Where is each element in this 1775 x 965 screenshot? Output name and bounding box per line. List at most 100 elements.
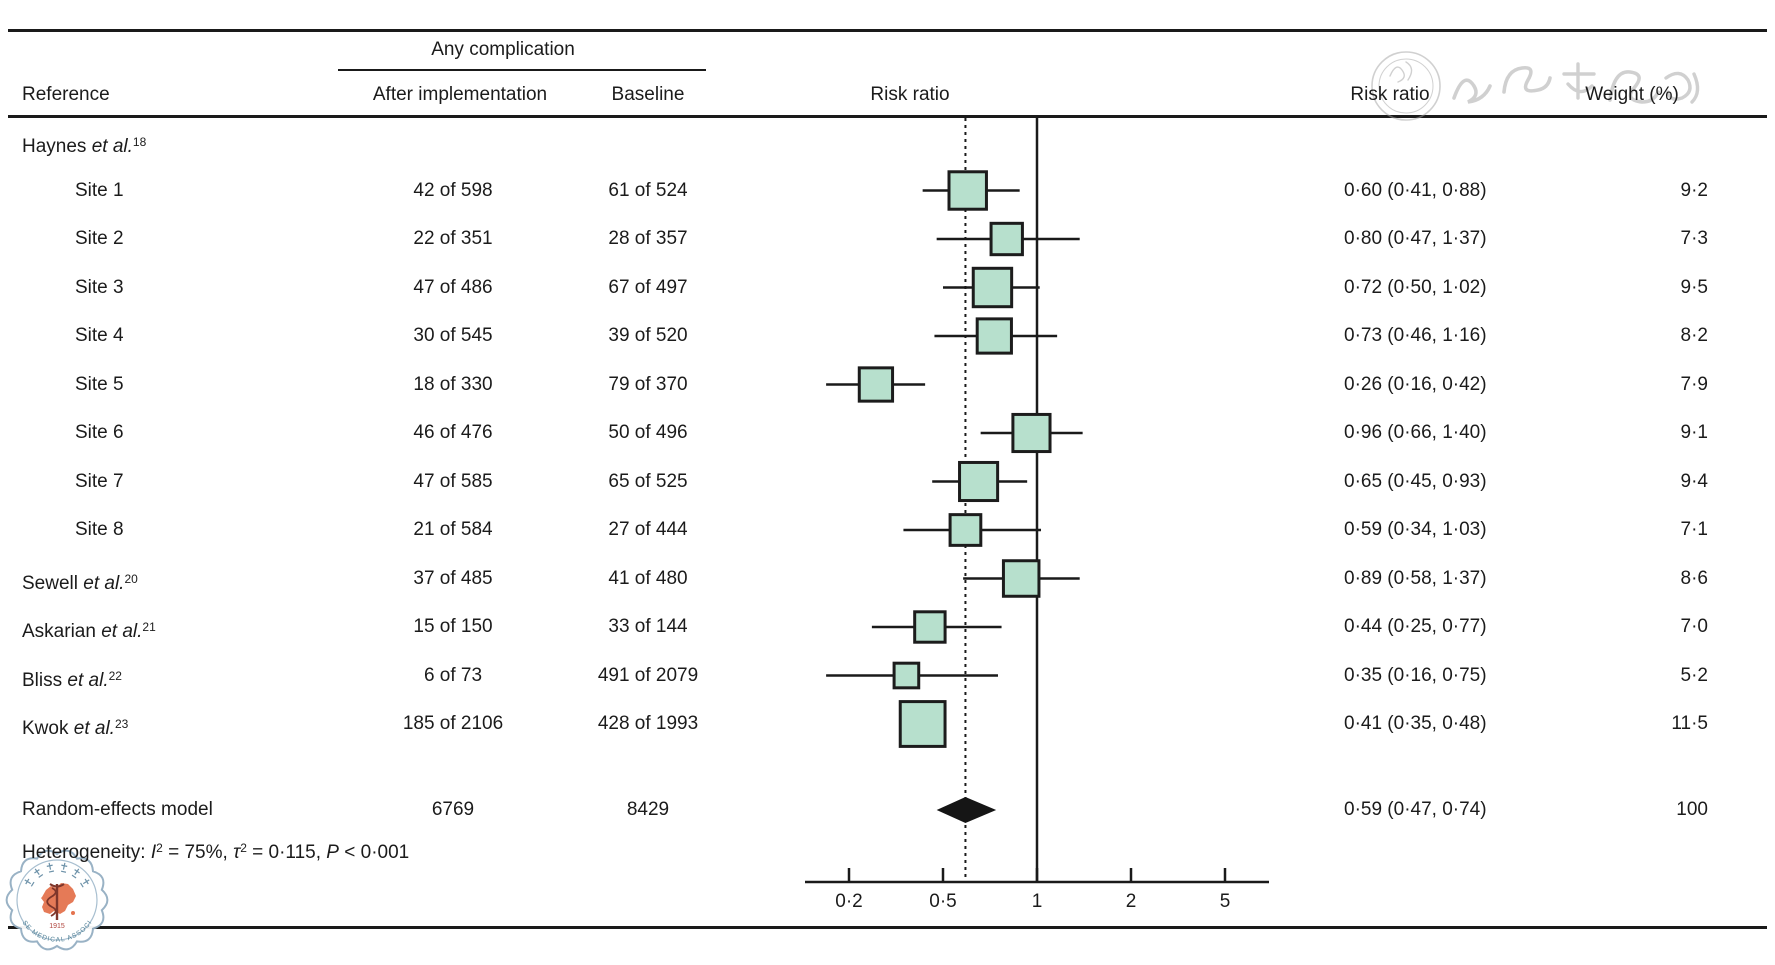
summary-weight-value: 100 [1676, 799, 1708, 820]
weight-value: 5·2 [1680, 664, 1708, 686]
heterogeneity-note: Heterogeneity: I2 = 75%, τ2 = 0·115, P <… [22, 836, 409, 865]
baseline-value: 33 of 144 [608, 616, 688, 637]
study-label-etal: et al. [91, 136, 133, 157]
study-label: Haynes et al.18 [22, 130, 146, 159]
study-label: Bliss et al.22 [22, 664, 122, 693]
baseline-value: 67 of 497 [608, 276, 688, 298]
i-squared-sup: 2 [156, 841, 163, 855]
bottom-rule [8, 926, 1767, 929]
study-label: Site 3 [75, 276, 124, 300]
after-implementation-value: 30 of 545 [413, 325, 493, 346]
risk-ratio-value: 0·72 (0·50, 1·02) [1344, 276, 1487, 298]
baseline-value: 61 of 524 [608, 179, 688, 201]
after-implementation-column-header: After implementation [372, 84, 548, 105]
x-axis-tick-label: 2 [1125, 891, 1137, 912]
baseline-value: 28 of 357 [608, 228, 688, 249]
study-label-text: Site 2 [75, 228, 124, 249]
study-label-etal: et al. [67, 669, 109, 691]
forest-square [958, 460, 1000, 503]
weight-value: 8·6 [1680, 567, 1708, 589]
study-label-citation: 18 [132, 135, 147, 149]
risk-ratio-column-header: Risk ratio [1350, 84, 1430, 105]
p-value: < 0·001 [338, 842, 410, 863]
forest-square [913, 610, 947, 644]
summary-diamond [936, 797, 997, 823]
i-squared-symbol: I [150, 842, 157, 863]
risk-ratio-value: 0·89 (0·58, 1·37) [1344, 567, 1487, 589]
after-implementation-value: 18 of 330 [413, 373, 493, 395]
weight-value: 7·1 [1680, 519, 1708, 540]
after-implementation-value: 15 of 150 [413, 616, 493, 637]
weight-value: 9·5 [1680, 276, 1708, 298]
study-label-etal: et al. [83, 572, 125, 594]
study-label-text: Site 4 [75, 325, 124, 346]
tau-squared-sup: 2 [240, 841, 247, 855]
x-axis-tick-label: 1 [1031, 891, 1043, 912]
study-label: Site 7 [75, 470, 124, 494]
forest-square [971, 266, 1014, 309]
risk-ratio-value: 0·41 (0·35, 0·48) [1344, 713, 1487, 734]
study-label: Kwok et al.23 [22, 712, 128, 741]
logo-year-text: 1915 [49, 923, 65, 930]
study-label-citation: 22 [108, 668, 122, 683]
study-label-text: Site 7 [75, 470, 124, 492]
forest-square [1011, 412, 1052, 454]
study-label-text: Bliss [22, 669, 68, 691]
any-complication-underline [338, 69, 706, 71]
weight-value: 7·0 [1680, 616, 1708, 637]
x-axis-tick-label: 5 [1219, 891, 1231, 912]
forest-square [1001, 559, 1041, 598]
reference-column-header: Reference [22, 84, 110, 105]
study-label-etal: et al. [101, 621, 143, 642]
after-implementation-value: 22 of 351 [413, 228, 493, 249]
x-axis-tick-label: 0·2 [835, 891, 863, 912]
study-label-citation: 20 [124, 571, 138, 586]
plot-title: Risk ratio [870, 84, 950, 105]
summary-after-total: 6769 [431, 799, 475, 820]
forest-square [989, 221, 1024, 257]
study-label: Site 4 [75, 324, 124, 348]
weight-value: 7·9 [1680, 373, 1708, 395]
baseline-value: 65 of 525 [608, 470, 688, 492]
baseline-value: 41 of 480 [608, 567, 688, 589]
weight-value: 9·2 [1680, 179, 1708, 201]
x-axis-tick-label: 0·5 [929, 891, 957, 912]
after-implementation-value: 37 of 485 [413, 567, 493, 589]
study-label: Site 8 [75, 518, 124, 542]
study-label-text: Haynes [22, 136, 92, 157]
after-implementation-value: 185 of 2106 [402, 713, 504, 734]
forest-square [947, 170, 988, 211]
study-label-etal: et al. [73, 718, 115, 739]
summary-label: Random-effects model [22, 799, 213, 820]
baseline-value: 50 of 496 [608, 422, 688, 443]
study-label-citation: 23 [114, 717, 129, 731]
calligraphy-watermark [1371, 51, 1700, 121]
forest-square [975, 317, 1013, 355]
forest-square [892, 661, 921, 690]
i-squared-value: = 75%, [162, 842, 234, 863]
after-implementation-value: 47 of 486 [413, 276, 493, 298]
risk-ratio-value: 0·73 (0·46, 1·16) [1344, 325, 1487, 346]
forest-square [948, 513, 983, 547]
summary-risk-ratio-value: 0·59 (0·47, 0·74) [1344, 799, 1487, 820]
study-label-text: Site 3 [75, 276, 124, 298]
header-separator-rule [8, 115, 1767, 118]
group-column-header: Any complication [431, 39, 575, 60]
baseline-value: 27 of 444 [608, 519, 688, 540]
study-label: Site 1 [75, 179, 124, 203]
risk-ratio-value: 0·26 (0·16, 0·42) [1344, 373, 1487, 395]
baseline-value: 428 of 1993 [597, 713, 699, 734]
tau-squared-value: = 0·115, [246, 842, 327, 863]
after-implementation-value: 47 of 585 [413, 470, 493, 492]
study-label-citation: 21 [142, 620, 156, 634]
forest-square [857, 366, 895, 403]
weight-value: 8·2 [1680, 325, 1708, 346]
study-label-text: Site 6 [75, 422, 124, 443]
risk-ratio-value: 0·60 (0·41, 0·88) [1344, 179, 1487, 201]
weight-value: 11·5 [1671, 713, 1708, 734]
study-label-text: Sewell [22, 572, 84, 594]
study-label-text: Site 5 [75, 373, 124, 395]
study-label: Askarian et al.21 [22, 615, 156, 644]
